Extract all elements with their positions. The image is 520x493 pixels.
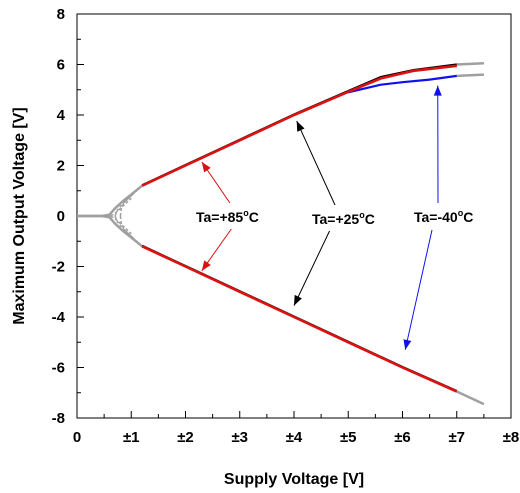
y-tick-label: 8 xyxy=(57,6,65,23)
y-tick-label: 0 xyxy=(57,208,65,225)
series-line-positive xyxy=(348,74,457,94)
x-axis-title: Supply Voltage [V] xyxy=(224,471,364,488)
series-line-negative xyxy=(141,245,458,393)
extension-line xyxy=(110,215,132,235)
x-tick-label: ±4 xyxy=(286,429,303,446)
extension-line xyxy=(119,215,138,242)
annotation-m40: Ta=-40oC xyxy=(406,203,490,229)
extension-line xyxy=(456,390,485,406)
annotation-25: Ta=+25oC xyxy=(307,205,403,231)
annotation-25-text: Ta=+25oC xyxy=(312,210,375,227)
annotation-arrowhead xyxy=(201,161,211,173)
y-tick-label: 6 xyxy=(57,57,65,74)
annotation-arrow xyxy=(296,120,336,206)
annotation-85: Ta=+85oC xyxy=(190,203,294,229)
x-tick-labels: 0 ±1 ±2 ±3 ±4 ±5 ±6 ±7 ±8 xyxy=(73,429,519,446)
annotation-arrow xyxy=(404,229,433,350)
x-tick-label: ±7 xyxy=(448,429,465,446)
annotation-85-text: Ta=+85oC xyxy=(196,208,259,225)
series-lines xyxy=(141,63,458,393)
y-tick-label: -4 xyxy=(52,309,66,326)
annotation-arrowhead xyxy=(294,294,302,306)
annotation-arrowhead xyxy=(296,121,305,132)
annotation-arrows xyxy=(201,85,442,350)
extension-line xyxy=(456,61,484,66)
extension-line xyxy=(119,190,138,217)
y-tick-label: -8 xyxy=(52,410,65,427)
y-axis-title: Maximum Output Voltage [V] xyxy=(11,107,28,324)
x-tick-label: ±8 xyxy=(503,429,520,446)
annotation-85-background xyxy=(190,203,294,229)
annotation-25-background xyxy=(307,205,403,231)
y-tick-label: -6 xyxy=(52,360,65,377)
y-tick-label: -2 xyxy=(52,259,65,276)
annotation-m40-text: Ta=-40oC xyxy=(414,208,473,225)
x-tick-label: ±5 xyxy=(340,429,357,446)
axis-ticks xyxy=(76,13,512,419)
y-tick-label: 4 xyxy=(57,107,66,124)
annotation-arrowhead xyxy=(201,260,211,271)
x-tick-label: ±2 xyxy=(177,429,194,446)
annotation-m40-background xyxy=(406,203,490,229)
x-tick-label: 0 xyxy=(73,429,81,446)
x-tick-label: ±3 xyxy=(231,429,248,446)
extension-line xyxy=(456,73,484,78)
low-voltage-extension-lines xyxy=(77,61,485,406)
annotation-arrow xyxy=(293,229,331,306)
x-tick-label: ±1 xyxy=(123,429,140,446)
annotation-arrowhead xyxy=(433,85,442,96)
extension-line xyxy=(110,197,132,217)
series-line-positive xyxy=(141,64,457,187)
y-tick-label: 2 xyxy=(57,158,65,175)
annotation-arrowhead xyxy=(403,339,412,350)
y-tick-labels: 8 6 4 2 0 -2 -4 -6 -8 xyxy=(52,6,66,427)
extension-line xyxy=(77,214,143,248)
x-tick-label: ±6 xyxy=(394,429,411,446)
